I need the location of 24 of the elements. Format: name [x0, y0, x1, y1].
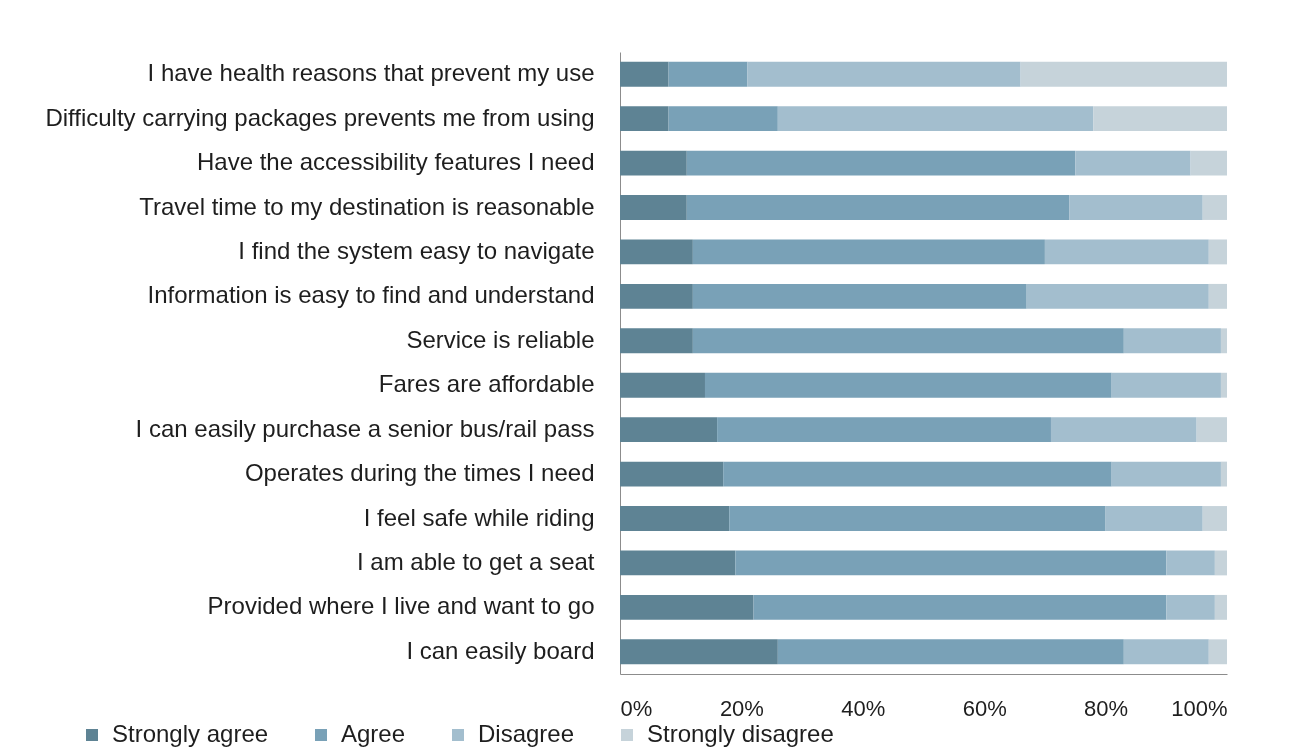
- x-tick-label: 20%: [719, 695, 764, 721]
- y-tick-label: Travel time to my destination is reasonable: [139, 192, 595, 220]
- y-tick-label: Fares are affordable: [378, 370, 595, 398]
- x-tick-label: 100%: [1171, 695, 1228, 721]
- y-tick-label: I have health reasons that prevent my use: [147, 59, 595, 87]
- x-tick-label: 40%: [841, 695, 886, 721]
- y-tick-label: Information is easy to find and understand: [147, 281, 595, 309]
- y-tick-label: Service is reliable: [406, 325, 595, 353]
- y-tick-label: I can easily purchase a senior bus/rail pass: [135, 414, 595, 442]
- legend-label: Strongly agree: [112, 720, 269, 747]
- y-tick-label: I am able to get a seat: [357, 547, 595, 575]
- x-tick-label: 60%: [962, 695, 1007, 721]
- legend-label: Disagree: [478, 720, 575, 747]
- y-tick-label: I feel safe while riding: [363, 503, 595, 531]
- y-tick-label: I can easily board: [406, 636, 595, 664]
- legend-label: Strongly disagree: [647, 720, 834, 747]
- y-tick-label: Have the accessibility features I need: [196, 148, 595, 176]
- x-tick-label: 0%: [620, 695, 653, 721]
- y-tick-label: Difficulty carrying packages prevents me from using: [45, 103, 595, 131]
- y-tick-label: Operates during the times I need: [244, 459, 595, 487]
- y-tick-label: Provided where I live and want to go: [207, 592, 595, 620]
- y-tick-label: I find the system easy to navigate: [238, 236, 595, 264]
- x-tick-label: 80%: [1084, 695, 1129, 721]
- legend-label: Agree: [341, 720, 406, 747]
